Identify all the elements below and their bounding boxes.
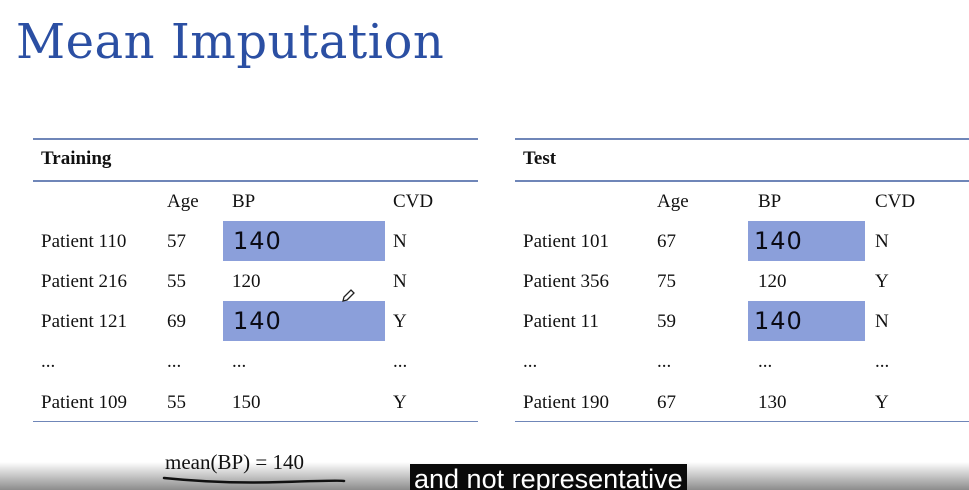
table-top-rule [515, 138, 969, 140]
patient-cell: Patient 190 [523, 392, 610, 413]
imputed-bp-value: 140 [233, 307, 282, 335]
bp-cell: 130 [758, 392, 787, 413]
cvd-cell: Y [875, 392, 889, 413]
patient-cell: Patient 11 [523, 311, 599, 332]
ellipsis-cell: ... [393, 351, 408, 372]
cvd-cell: Y [875, 271, 889, 292]
age-cell: 69 [167, 311, 186, 332]
cvd-cell: Y [393, 392, 407, 413]
test-caption: Test [523, 148, 557, 169]
age-cell: 75 [657, 271, 676, 292]
patient-cell: Patient 216 [41, 271, 128, 292]
patient-cell: Patient 110 [41, 231, 127, 252]
imputed-bp-highlight: 140 [748, 301, 865, 341]
test-table: Test Age BP CVD 140 140 Patient 101 67 N… [515, 138, 969, 422]
imputed-bp-highlight: 140 [223, 301, 385, 341]
ellipsis-cell: ... [232, 351, 247, 372]
cvd-cell: N [875, 231, 889, 252]
ellipsis-cell: ... [41, 351, 56, 372]
cvd-cell: N [393, 271, 407, 292]
patient-cell: Patient 356 [523, 271, 610, 292]
imputed-bp-highlight: 140 [748, 221, 865, 261]
table-header-rule [33, 180, 478, 182]
slide-title: Mean Imputation [16, 14, 445, 70]
cvd-cell: N [875, 311, 889, 332]
header-age: Age [657, 191, 689, 212]
age-cell: 67 [657, 392, 676, 413]
patient-cell: Patient 121 [41, 311, 128, 332]
bp-cell: 120 [758, 271, 787, 292]
imputed-bp-value: 140 [233, 227, 282, 255]
age-cell: 57 [167, 231, 186, 252]
age-cell: 55 [167, 271, 186, 292]
patient-cell: Patient 109 [41, 392, 128, 413]
table-header-rule [515, 180, 969, 182]
age-cell: 59 [657, 311, 676, 332]
imputed-bp-value: 140 [754, 227, 803, 255]
mean-formula: mean(BP) = 140 [165, 450, 304, 474]
formula-underline [162, 476, 346, 484]
table-bottom-rule [33, 420, 478, 422]
bp-cell: 150 [232, 392, 261, 413]
header-cvd: CVD [393, 191, 434, 212]
bp-cell: 120 [232, 271, 261, 292]
ellipsis-cell: ... [758, 351, 773, 372]
table-top-rule [33, 138, 478, 140]
header-age: Age [167, 191, 199, 212]
imputed-bp-highlight: 140 [223, 221, 385, 261]
ellipsis-cell: ... [167, 351, 182, 372]
header-cvd: CVD [875, 191, 916, 212]
age-cell: 67 [657, 231, 676, 252]
pencil-icon [342, 289, 355, 302]
header-bp: BP [232, 191, 256, 212]
table-bottom-rule [515, 420, 969, 422]
patient-cell: Patient 101 [523, 231, 610, 252]
imputed-bp-value: 140 [754, 307, 803, 335]
age-cell: 55 [167, 392, 186, 413]
header-bp: BP [758, 191, 782, 212]
cvd-cell: N [393, 231, 407, 252]
ellipsis-cell: ... [657, 351, 672, 372]
cvd-cell: Y [393, 311, 407, 332]
video-subtitle: and not representative [410, 464, 687, 490]
ellipsis-cell: ... [875, 351, 890, 372]
training-caption: Training [41, 148, 112, 169]
ellipsis-cell: ... [523, 351, 538, 372]
training-table: Training Age BP CVD 140 140 Patient 110 … [33, 138, 478, 422]
